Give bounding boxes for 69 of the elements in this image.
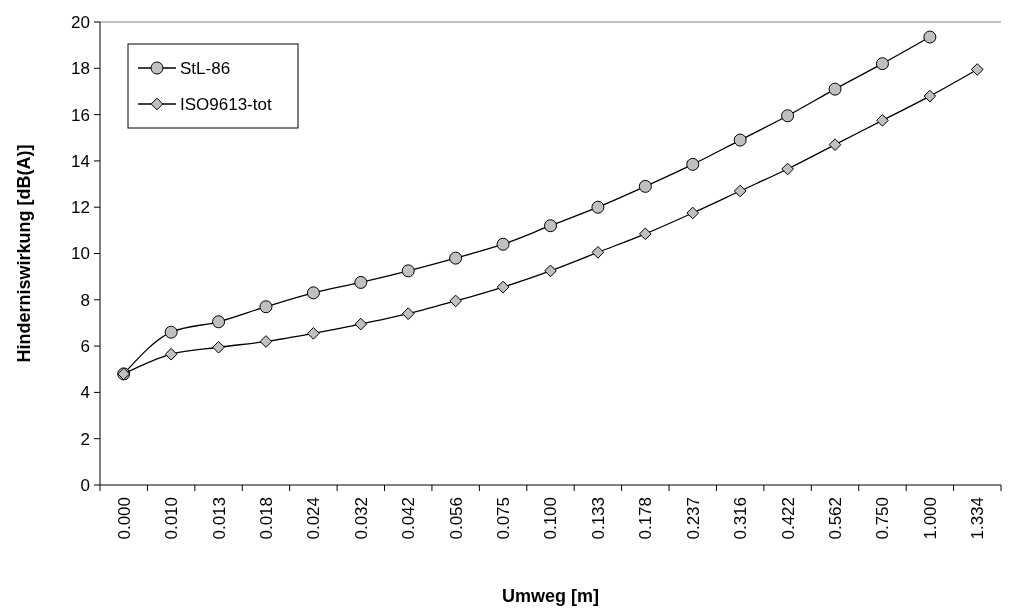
x-tick-label: 1.334: [968, 497, 988, 540]
x-tick-label: 0.237: [683, 497, 703, 540]
point: [591, 246, 605, 259]
x-tick-label: 1.000: [920, 497, 940, 540]
point: [828, 138, 842, 152]
point: [354, 317, 368, 331]
y-tick-label: 10: [71, 244, 90, 264]
point: [212, 315, 226, 329]
x-tick-label: 0.032: [351, 497, 371, 540]
y-axis-title: Hinderniswirkung [dB(A)]: [14, 144, 35, 363]
point: [970, 63, 984, 76]
point: [639, 227, 652, 241]
point: [875, 57, 889, 71]
x-tick-label: 0.056: [446, 497, 466, 540]
point: [496, 280, 510, 294]
point: [781, 162, 794, 176]
point: [449, 294, 462, 308]
point: [923, 30, 937, 44]
x-tick-label: 0.010: [162, 497, 182, 540]
y-tick-label: 6: [80, 337, 90, 357]
point: [686, 206, 700, 220]
y-tick-label: 12: [71, 198, 90, 218]
y-tick-label: 4: [80, 383, 90, 403]
point: [164, 325, 178, 339]
x-tick-label: 0.042: [399, 497, 419, 540]
point: [306, 286, 320, 300]
x-tick-label: 0.075: [494, 497, 514, 540]
x-tick-label: 0.316: [731, 497, 751, 540]
y-tick-label: 18: [71, 59, 90, 79]
point: [544, 219, 557, 233]
x-tick-label: 0.018: [256, 497, 276, 540]
point: [259, 335, 273, 348]
y-tick-label: 20: [71, 12, 90, 32]
legend-label: StL-86: [180, 58, 231, 78]
point: [828, 82, 842, 96]
legend-label: ISO9613-tot: [180, 94, 272, 114]
x-axis-title: Umweg [m]: [501, 586, 600, 606]
x-tick-label: 0.562: [825, 497, 845, 540]
x-tick-label: 0.422: [778, 497, 798, 540]
point: [164, 347, 178, 361]
point: [212, 340, 225, 354]
point: [876, 114, 889, 127]
x-tick-label: 0.178: [636, 497, 656, 540]
point: [307, 327, 320, 340]
x-tick-label: 0.000: [114, 497, 134, 540]
point: [781, 109, 795, 123]
point: [496, 237, 510, 251]
y-tick-label: 16: [71, 105, 90, 125]
point: [449, 251, 463, 265]
point: [401, 264, 415, 278]
x-tick-label: 0.100: [541, 497, 561, 540]
point: [401, 307, 415, 321]
point: [544, 264, 557, 278]
x-tick-label: 0.133: [588, 497, 608, 540]
point: [591, 200, 605, 214]
point: [733, 133, 747, 147]
point: [733, 184, 747, 198]
point: [354, 275, 368, 289]
point: [259, 300, 273, 314]
point: [686, 157, 700, 171]
y-tick-label: 14: [71, 151, 90, 171]
x-tick-label: 0.750: [873, 497, 893, 540]
point: [923, 89, 937, 103]
y-tick-label: 2: [80, 429, 90, 449]
y-tick-label: 8: [80, 290, 90, 310]
x-tick-label: 0.024: [304, 497, 324, 540]
point: [638, 179, 652, 193]
x-tick-label: 0.013: [209, 497, 229, 540]
y-tick-label: 0: [80, 475, 90, 495]
